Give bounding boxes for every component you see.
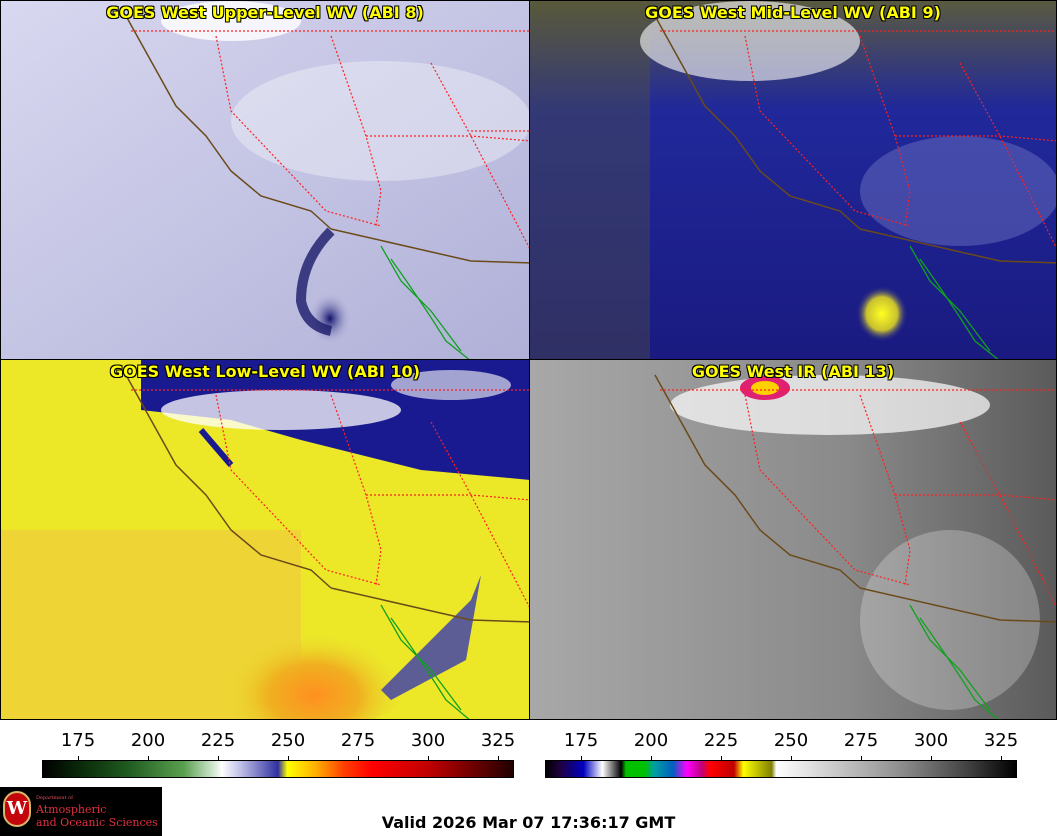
logo-line1: Department of (36, 795, 73, 801)
tick-label: 200 (130, 730, 166, 751)
upper-level-wv-image (1, 1, 529, 359)
wv-colorbar-ticks: 175 200 225 250 275 300 325 (42, 730, 516, 761)
tick-label: 250 (773, 730, 809, 751)
aos-logo: W Department of Atmospheric and Oceanic … (0, 787, 162, 836)
panel-mid-level-wv: GOES West Mid-Level WV (ABI 9) (529, 0, 1057, 360)
tick-label: 175 (563, 730, 599, 751)
valid-time-label: Valid 2026 Mar 07 17:36:17 GMT (381, 813, 676, 832)
tick-label: 325 (983, 730, 1019, 751)
tick-label: 250 (270, 730, 306, 751)
logo-line2: Atmospheric (36, 803, 107, 816)
wv-colorbar (42, 760, 514, 778)
tick-label: 300 (913, 730, 949, 751)
tick-label: 275 (340, 730, 376, 751)
low-level-wv-image (1, 360, 529, 719)
logo-line3: and Oceanic Sciences (36, 816, 158, 829)
panel-upper-level-wv: GOES West Upper-Level WV (ABI 8) (0, 0, 530, 360)
panel-ir: GOES West IR (ABI 13) (529, 359, 1057, 720)
tick-label: 325 (480, 730, 516, 751)
tick-label: 275 (843, 730, 879, 751)
tick-label: 175 (60, 730, 96, 751)
ir-colorbar (545, 760, 1017, 778)
panel-low-level-wv: GOES West Low-Level WV (ABI 10) (0, 359, 530, 720)
mid-level-wv-image (530, 1, 1056, 359)
panel-title: GOES West IR (ABI 13) (691, 362, 895, 381)
panel-title: GOES West Mid-Level WV (ABI 9) (645, 3, 941, 22)
tick-label: 225 (703, 730, 739, 751)
tick-label: 300 (410, 730, 446, 751)
panel-title: GOES West Low-Level WV (ABI 10) (109, 362, 420, 381)
ir-colorbar-ticks: 175 200 225 250 275 300 325 (545, 730, 1019, 761)
uw-seal-icon: W (3, 791, 31, 827)
panel-title: GOES West Upper-Level WV (ABI 8) (106, 3, 424, 22)
ir-image (530, 360, 1056, 719)
tick-label: 225 (200, 730, 236, 751)
tick-label: 200 (633, 730, 669, 751)
